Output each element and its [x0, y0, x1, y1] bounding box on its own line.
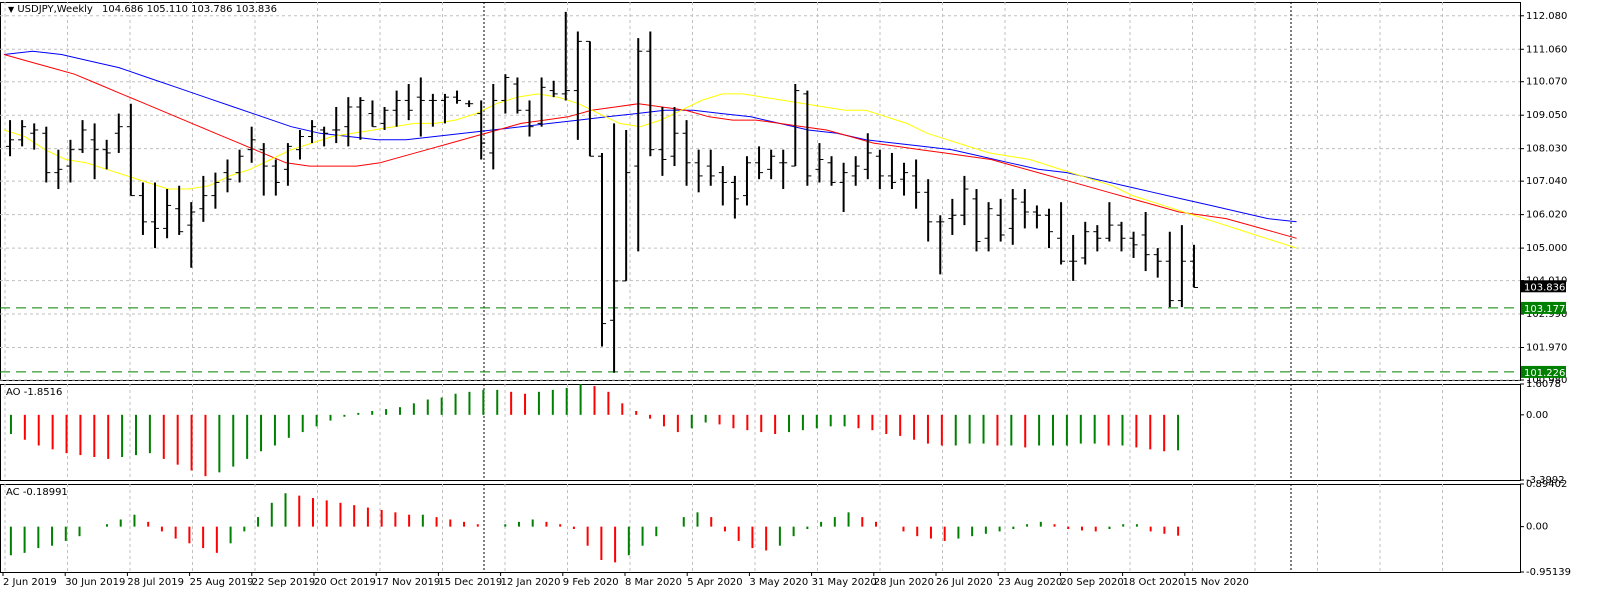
- header: ▼ USDJPY,Weekly 104.686 105.110 103.786 …: [8, 4, 277, 15]
- ao-y-tick-label: -3.3992: [1526, 475, 1565, 486]
- x-axis-label: 31 May 2020: [812, 577, 877, 588]
- ao-y-tick-label: 1.6078: [1526, 379, 1561, 390]
- price-y-tick-label: 107.040: [1526, 176, 1567, 187]
- ac-y-tick-label: 0.89402: [1526, 479, 1567, 490]
- level-label: 103.177: [1524, 304, 1565, 315]
- x-axis-label: 8 Mar 2020: [625, 577, 682, 588]
- pane-frame-price: [0, 2, 1521, 381]
- x-axis-label: 28 Jul 2019: [127, 577, 184, 588]
- level-tag: [1521, 365, 1566, 378]
- price-y-tick-label: 102.990: [1526, 309, 1567, 320]
- x-axis-label: 22 Sep 2019: [252, 577, 315, 588]
- x-axis-label: 30 Jun 2019: [65, 577, 125, 588]
- ao-title: AO -1.8516: [6, 387, 62, 398]
- x-axis-label: 20 Sep 2020: [1060, 577, 1123, 588]
- grid: [0, 2, 1520, 572]
- x-axis-label: 15 Dec 2019: [438, 577, 502, 588]
- ao-y-tick-label: 0.00: [1526, 410, 1548, 421]
- level-label: 101.226: [1524, 368, 1565, 379]
- chart-title-arrow: ▼: [8, 5, 15, 14]
- ohlc-label: 104.686 105.110 103.786 103.836: [102, 4, 277, 15]
- price-y-tick-label: 105.000: [1526, 243, 1567, 254]
- current-price-tag: [1521, 280, 1566, 293]
- ac-y-tick-label: 0.00: [1526, 522, 1548, 533]
- x-axis-label: 20 Oct 2019: [314, 577, 376, 588]
- x-axis-label: 23 Aug 2020: [998, 577, 1062, 588]
- current-price-label: 103.836: [1524, 282, 1565, 293]
- x-axis-label: 2 Jun 2019: [3, 577, 57, 588]
- price-y-tick-label: 108.030: [1526, 144, 1567, 155]
- ohlc-bars: [6, 11, 1198, 373]
- x-axis-label: 3 May 2020: [749, 577, 808, 588]
- x-axis-label: 15 Nov 2020: [1185, 577, 1249, 588]
- x-axis-label: 12 Jan 2020: [501, 577, 561, 588]
- pane-frame-ac: [0, 484, 1521, 573]
- ac-y-tick-label: -0.95139: [1526, 567, 1571, 578]
- price-y-tick-label: 112.080: [1526, 11, 1567, 22]
- price-y-tick-label: 100.980: [1526, 375, 1567, 386]
- pane-frame-ao: [0, 384, 1521, 481]
- price-y-tick-label: 109.050: [1526, 110, 1567, 121]
- x-axis-label: 18 Oct 2020: [1123, 577, 1185, 588]
- x-axis-label: 17 Nov 2019: [376, 577, 440, 588]
- x-axis-label: 9 Feb 2020: [563, 577, 619, 588]
- x-axis-label: 5 Apr 2020: [687, 577, 742, 588]
- price-y-tick-label: 101.970: [1526, 343, 1567, 354]
- level-tag: [1521, 301, 1566, 314]
- symbol-label: USDJPY,Weekly: [17, 4, 93, 15]
- x-axis-label: 28 Jun 2020: [874, 577, 934, 588]
- price-y-tick-label: 111.060: [1526, 44, 1567, 55]
- x-axis-label: 25 Aug 2019: [190, 577, 254, 588]
- x-axis-label: 26 Jul 2020: [936, 577, 993, 588]
- price-y-tick-label: 110.070: [1526, 77, 1567, 88]
- price-y-tick-label: 106.020: [1526, 210, 1567, 221]
- ac-title: AC -0.18991: [6, 487, 68, 498]
